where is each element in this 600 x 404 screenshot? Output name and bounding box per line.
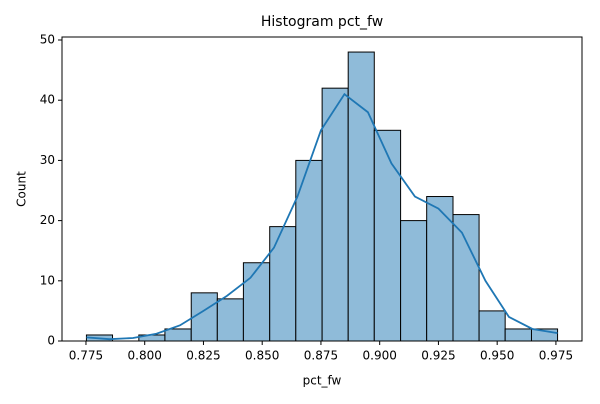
bar (373, 129, 402, 342)
x-tick-label: 0.900 (363, 349, 397, 363)
x-tick-label: 0.925 (421, 349, 455, 363)
x-tick-label: 0.950 (480, 349, 514, 363)
y-tick-label: 30 (40, 153, 55, 167)
bar (400, 220, 428, 342)
bar (242, 262, 271, 342)
bar (269, 226, 297, 342)
plot-frame (61, 36, 583, 342)
chart-title: Histogram pct_fw (261, 14, 383, 30)
x-tick-label: 0.800 (128, 349, 162, 363)
y-tick-label: 50 (40, 33, 55, 47)
kde-line (86, 92, 558, 341)
bar (216, 298, 244, 342)
bar (478, 310, 506, 342)
x-tick-label: 0.875 (304, 349, 338, 363)
y-tick-label: 40 (40, 93, 55, 107)
y-tick-label: 20 (40, 213, 55, 227)
y-tick-label: 10 (40, 273, 55, 287)
bar (504, 328, 532, 342)
x-tick-label: 0.850 (245, 349, 279, 363)
x-tick-label: 0.975 (539, 349, 573, 363)
bar (452, 214, 480, 342)
y-tick-label: 0 (47, 334, 55, 348)
bar (164, 328, 192, 342)
bar (347, 51, 375, 342)
y-axis-label: Count (15, 171, 29, 207)
x-axis-label: pct_fw (303, 374, 342, 388)
x-tick-label: 0.775 (69, 349, 103, 363)
x-tick-label: 0.825 (186, 349, 220, 363)
bar (321, 87, 349, 342)
